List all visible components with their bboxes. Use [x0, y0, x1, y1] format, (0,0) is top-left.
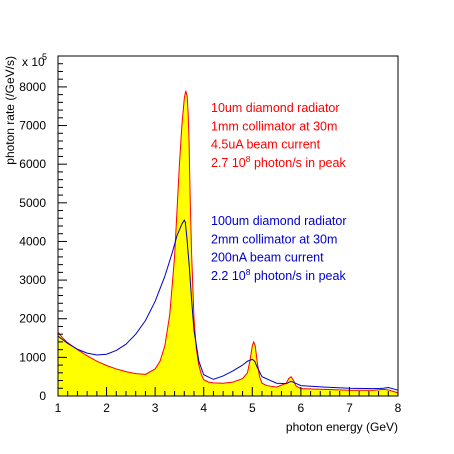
x-tick-label: 1 [55, 401, 62, 415]
y-tick-label: 3000 [19, 273, 46, 287]
y-tick-label: 2000 [19, 312, 46, 326]
x-tick-label: 7 [346, 401, 353, 415]
annotations: 10um diamond radiator 1mm collimator at 3… [211, 101, 347, 283]
x-tick-label: 5 [249, 401, 256, 415]
y-axis-title: photon rate (/GeV/s) [3, 56, 17, 165]
annotation-text: 2.2 10 [211, 269, 246, 283]
annotation-0-line-2: 4.5uA beam current [211, 138, 321, 152]
annotation-1-line-3: 2.2 108 photon/s in peak [211, 267, 346, 283]
series-1-line [57, 219, 399, 391]
y-tick-label: 0 [39, 389, 46, 403]
annotation-1-line-2: 200nA beam current [211, 251, 324, 265]
annotation-1-line-1: 2mm collimator at 30m [211, 232, 337, 246]
series-0-outline [57, 90, 399, 394]
annotation-1-line-0: 100um diamond radiator [211, 214, 347, 228]
x-tick-label: 4 [200, 401, 207, 415]
y-tick-label: 8000 [19, 80, 46, 94]
series-0-area [58, 90, 398, 397]
annotation-text-tail: photon/s in peak [251, 269, 347, 283]
y-tick-label: 1000 [19, 350, 46, 364]
x-tick-label: 3 [152, 401, 159, 415]
x-axis-title: photon energy (GeV) [286, 420, 398, 434]
y-tick-label: 4000 [19, 234, 46, 248]
y-tick-label: 5000 [19, 196, 46, 210]
x-tick-label: 2 [103, 401, 110, 415]
annotation-text: 2.7 10 [211, 156, 246, 170]
x-tick-label: 8 [395, 401, 402, 415]
annotation-superscript: 8 [246, 154, 251, 164]
y-multiplier-label: x 10 [22, 55, 45, 69]
plot-area [57, 90, 399, 397]
y-tick-label: 6000 [19, 157, 46, 171]
annotation-0-line-1: 1mm collimator at 30m [211, 119, 337, 133]
x-tick-label: 6 [298, 401, 305, 415]
y-multiplier-exponent: 5 [42, 52, 47, 62]
annotation-text-tail: photon/s in peak [251, 156, 347, 170]
annotation-superscript: 8 [246, 267, 251, 277]
annotation-0-line-3: 2.7 108 photon/s in peak [211, 154, 346, 170]
annotation-0-line-0: 10um diamond radiator [211, 101, 340, 115]
axes: 1 2 3 4 5 6 7 8 0 1000 2000 3000 4000 5000 6000 7000 800… [3, 52, 402, 434]
y-tick-label: 7000 [19, 119, 46, 133]
